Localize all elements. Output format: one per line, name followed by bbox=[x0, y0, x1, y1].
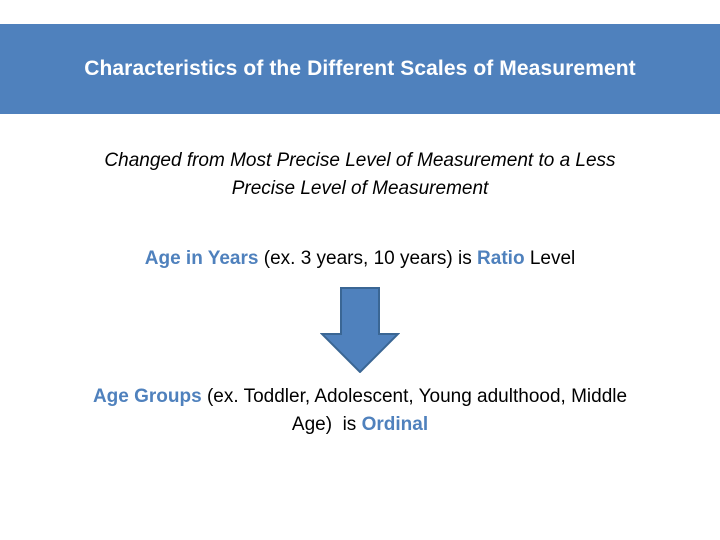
age-groups-example-2: Age) is bbox=[291, 414, 362, 435]
age-in-years-term: Age in Years bbox=[144, 248, 259, 269]
ratio-statement: Age in Years (ex. 3 years, 10 years) is … bbox=[20, 245, 700, 273]
title-bar: Characteristics of the Different Scales … bbox=[0, 24, 720, 114]
ratio-suffix: Level bbox=[524, 248, 576, 269]
subtitle-line-2: Precise Level of Measurement bbox=[231, 178, 489, 199]
ordinal-statement: Age Groups (ex. Toddler, Adolescent, You… bbox=[20, 383, 700, 439]
ordinal-level: Ordinal bbox=[361, 414, 429, 435]
subtitle: Changed from Most Precise Level of Measu… bbox=[40, 147, 680, 203]
age-groups-term: Age Groups bbox=[92, 386, 202, 407]
down-arrow-icon bbox=[320, 287, 400, 373]
age-in-years-example: (ex. 3 years, 10 years) is bbox=[258, 248, 478, 269]
ratio-level: Ratio bbox=[477, 248, 525, 269]
slide-title: Characteristics of the Different Scales … bbox=[84, 57, 636, 80]
age-groups-example-1: (ex. Toddler, Adolescent, Young adulthoo… bbox=[201, 386, 628, 407]
subtitle-line-1: Changed from Most Precise Level of Measu… bbox=[104, 150, 616, 171]
